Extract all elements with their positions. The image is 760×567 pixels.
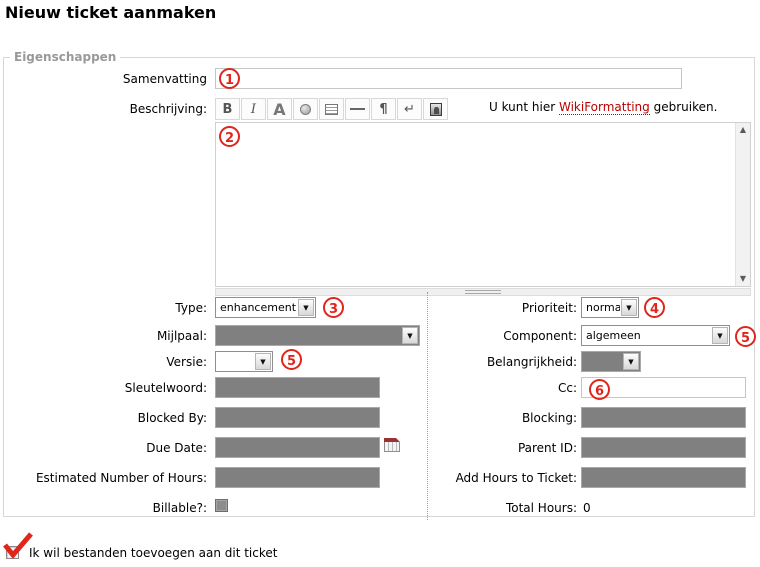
priority-select[interactable]: normal ▼ xyxy=(581,297,639,318)
total-hours-label: Total Hours: xyxy=(505,501,577,515)
link-button[interactable] xyxy=(293,98,318,120)
chevron-down-icon[interactable]: ▼ xyxy=(402,327,418,344)
code-block-icon xyxy=(325,103,338,115)
attach-label: Ik wil bestanden toevoegen aan dit ticke… xyxy=(29,546,278,560)
globe-icon xyxy=(300,103,311,115)
column-divider xyxy=(427,292,428,520)
keywords-label: Sleutelwoord: xyxy=(124,381,207,395)
annotation-circle-1: 1 xyxy=(219,68,240,89)
horizontal-rule-icon xyxy=(350,108,365,110)
annotation-circle-5-right: 5 xyxy=(735,326,756,347)
blocked-by-input[interactable] xyxy=(215,407,380,428)
version-select[interactable]: ▼ xyxy=(215,351,273,372)
annotation-circle-5-left: 5 xyxy=(281,349,302,370)
properties-fieldset: Eigenschappen xyxy=(3,50,755,517)
cc-input[interactable] xyxy=(581,377,746,398)
billable-checkbox[interactable] xyxy=(215,499,228,512)
wiki-hint: U kunt hier WikiFormatting gebruiken. xyxy=(489,100,718,115)
parent-id-label: Parent ID: xyxy=(517,441,577,455)
annotation-circle-2: 2 xyxy=(219,126,240,147)
paragraph-icon: ¶ xyxy=(379,101,388,117)
heading-icon: A xyxy=(273,99,286,119)
annotation-circle-4: 4 xyxy=(644,297,665,318)
version-label: Versie: xyxy=(166,355,207,369)
bold-icon: B xyxy=(222,101,233,117)
hint-prefix: U kunt hier xyxy=(489,100,559,114)
hint-suffix: gebruiken. xyxy=(649,100,718,114)
milestone-label: Mijlpaal: xyxy=(156,329,207,343)
due-date-label: Due Date: xyxy=(146,441,207,455)
blocking-label: Blocking: xyxy=(521,411,577,425)
version-select-value xyxy=(216,352,254,371)
type-label: Type: xyxy=(175,301,207,315)
priority-label: Prioriteit: xyxy=(521,301,577,315)
summary-input[interactable] xyxy=(215,68,682,89)
image-icon xyxy=(429,102,442,116)
italic-icon: I xyxy=(250,101,257,117)
italic-button[interactable]: I xyxy=(241,98,266,120)
add-hours-label: Add Hours to Ticket: xyxy=(455,471,577,485)
calendar-icon[interactable] xyxy=(384,438,400,452)
wikiformatting-link[interactable]: WikiFormatting xyxy=(558,100,650,115)
severity-label: Belangrijkheid: xyxy=(486,355,577,369)
textarea-resize-grip[interactable] xyxy=(215,288,751,296)
parent-id-input[interactable] xyxy=(581,437,746,458)
type-select[interactable]: enhancement ▼ xyxy=(215,297,316,318)
component-label: Component: xyxy=(503,329,577,343)
priority-select-value: normal xyxy=(586,301,620,314)
milestone-select-value xyxy=(216,326,401,345)
estimated-hours-label: Estimated Number of Hours: xyxy=(35,471,207,485)
blocking-input[interactable] xyxy=(581,407,746,428)
description-label: Beschrijving: xyxy=(129,102,207,116)
code-block-button[interactable] xyxy=(319,98,344,120)
estimated-hours-input[interactable] xyxy=(215,467,380,488)
bold-button[interactable]: B xyxy=(215,98,240,120)
severity-select[interactable]: ▼ xyxy=(581,351,641,372)
description-textarea[interactable]: ▲ ▼ xyxy=(215,122,751,287)
milestone-select[interactable]: ▼ xyxy=(215,325,420,346)
summary-label: Samenvatting xyxy=(122,72,207,86)
cc-label: Cc: xyxy=(557,381,577,395)
due-date-input[interactable] xyxy=(215,437,380,458)
red-checkmark-annotation xyxy=(3,532,33,559)
blocked-by-label: Blocked By: xyxy=(137,411,207,425)
properties-legend: Eigenschappen xyxy=(14,50,117,64)
chevron-down-icon[interactable]: ▼ xyxy=(621,299,637,316)
component-select[interactable]: algemeen ▼ xyxy=(581,325,730,346)
chevron-down-icon[interactable]: ▼ xyxy=(255,353,271,370)
severity-select-value xyxy=(582,352,622,371)
scroll-up-icon[interactable]: ▲ xyxy=(739,125,747,134)
total-hours-value: 0 xyxy=(583,501,591,515)
type-select-value: enhancement xyxy=(220,301,297,314)
chevron-down-icon[interactable]: ▼ xyxy=(298,299,314,316)
line-break-icon: ↵ xyxy=(404,101,415,117)
billable-label: Billable?: xyxy=(152,501,207,515)
wiki-toolbar: B I A ¶ ↵ xyxy=(215,98,449,120)
scroll-down-icon[interactable]: ▼ xyxy=(739,274,747,283)
component-select-value: algemeen xyxy=(586,329,641,342)
chevron-down-icon[interactable]: ▼ xyxy=(623,353,639,370)
page-title: Nieuw ticket aanmaken xyxy=(5,3,217,22)
image-button[interactable] xyxy=(423,98,448,120)
horizontal-rule-button[interactable] xyxy=(345,98,370,120)
new-paragraph-button[interactable]: ¶ xyxy=(371,98,396,120)
add-hours-input[interactable] xyxy=(581,467,746,488)
annotation-circle-6: 6 xyxy=(589,379,610,400)
annotation-circle-3: 3 xyxy=(323,297,344,318)
chevron-down-icon[interactable]: ▼ xyxy=(712,327,728,344)
textarea-scrollbar[interactable]: ▲ ▼ xyxy=(735,123,750,286)
keywords-input[interactable] xyxy=(215,377,380,398)
heading-button[interactable]: A xyxy=(267,98,292,120)
line-break-button[interactable]: ↵ xyxy=(397,98,422,120)
